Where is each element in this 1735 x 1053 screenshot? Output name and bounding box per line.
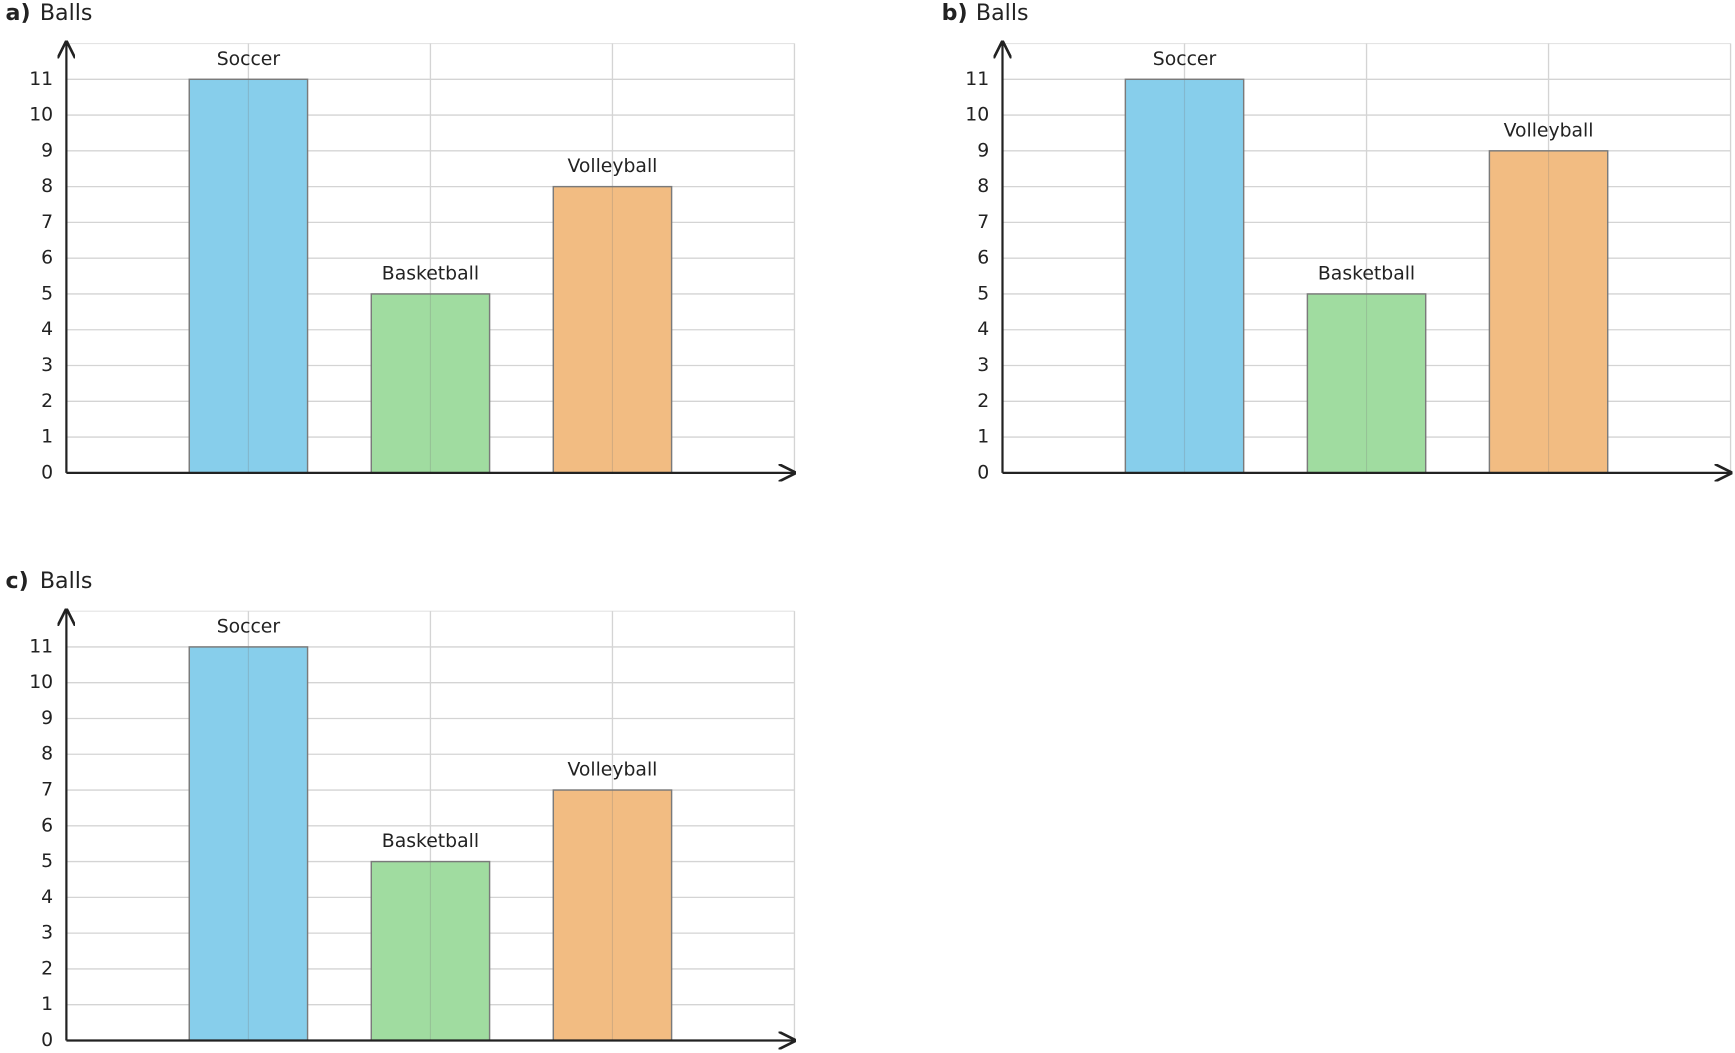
y-tick-label: 1 — [977, 427, 989, 448]
y-tick-label: 0 — [41, 1030, 53, 1051]
y-tick-label: 4 — [41, 319, 53, 340]
y-tick-label: 4 — [41, 887, 53, 908]
category-label: Soccer — [217, 617, 281, 638]
y-tick-label: 10 — [29, 672, 53, 693]
y-tick-label: 6 — [41, 815, 53, 836]
y-tick-label: 3 — [41, 355, 53, 376]
bar — [188, 646, 309, 1042]
y-tick-label: 8 — [41, 744, 53, 765]
category-label: Basketball — [1318, 264, 1415, 285]
y-tick-label: 2 — [41, 958, 53, 979]
y-tick-label: 11 — [965, 69, 989, 90]
y-tick-label: 6 — [977, 248, 989, 269]
y-tick-label: 8 — [977, 176, 989, 197]
y-tick-label: 5 — [41, 851, 53, 872]
y-tick-label: 7 — [977, 212, 989, 233]
chart-title: Balls — [40, 568, 93, 594]
y-tick-label: 8 — [41, 176, 53, 197]
panel-label: b) — [942, 0, 968, 26]
y-tick-label: 10 — [29, 105, 53, 126]
y-tick-label: 11 — [29, 69, 53, 90]
y-tick-label: 7 — [41, 780, 53, 801]
y-tick-label: 2 — [977, 391, 989, 412]
y-tick-label: 7 — [41, 212, 53, 233]
y-tick-label: 11 — [29, 636, 53, 657]
y-tick-label: 9 — [977, 140, 989, 161]
category-label: Volleyball — [1504, 120, 1594, 141]
category-label: Volleyball — [567, 156, 657, 177]
category-label: Soccer — [217, 49, 281, 70]
chart-title: Balls — [40, 0, 93, 26]
chart-panel: b) Balls 0 1 2 3 4 5 6 7 8 9 10 11 Soccer Basketball Vol… — [942, 0, 1731, 483]
bar — [1488, 150, 1609, 474]
y-tick-label: 9 — [41, 708, 53, 729]
bar — [1124, 78, 1245, 474]
category-label: Soccer — [1153, 49, 1217, 70]
chart-panel: a) Balls 0 1 2 3 4 5 6 7 8 9 10 11 Soccer Basketball Vol… — [6, 0, 795, 483]
y-tick-label: 1 — [41, 994, 53, 1015]
y-tick-label: 10 — [965, 105, 989, 126]
y-tick-label: 5 — [41, 283, 53, 304]
panel-label: a) — [6, 0, 31, 26]
bar — [1306, 293, 1427, 474]
y-tick-label: 3 — [41, 923, 53, 944]
y-tick-label: 5 — [977, 283, 989, 304]
y-tick-label: 3 — [977, 355, 989, 376]
bar — [552, 185, 673, 474]
y-tick-label: 6 — [41, 248, 53, 269]
y-tick-label: 0 — [41, 462, 53, 483]
y-tick-label: 2 — [41, 391, 53, 412]
y-tick-label: 0 — [977, 462, 989, 483]
bar — [370, 293, 491, 474]
y-tick-label: 4 — [977, 319, 989, 340]
chart-panel: c) Balls 0 1 2 3 4 5 6 7 8 9 10 11 Soccer Basketball Vol… — [6, 568, 795, 1051]
chart-title: Balls — [976, 0, 1029, 26]
bar — [370, 860, 491, 1042]
y-tick-label: 9 — [41, 140, 53, 161]
y-tick-label: 1 — [41, 427, 53, 448]
bar — [188, 78, 309, 474]
category-label: Basketball — [382, 264, 479, 285]
panel-label: c) — [6, 568, 29, 594]
category-label: Volleyball — [567, 760, 657, 781]
bar — [552, 789, 673, 1042]
category-label: Basketball — [382, 831, 479, 852]
